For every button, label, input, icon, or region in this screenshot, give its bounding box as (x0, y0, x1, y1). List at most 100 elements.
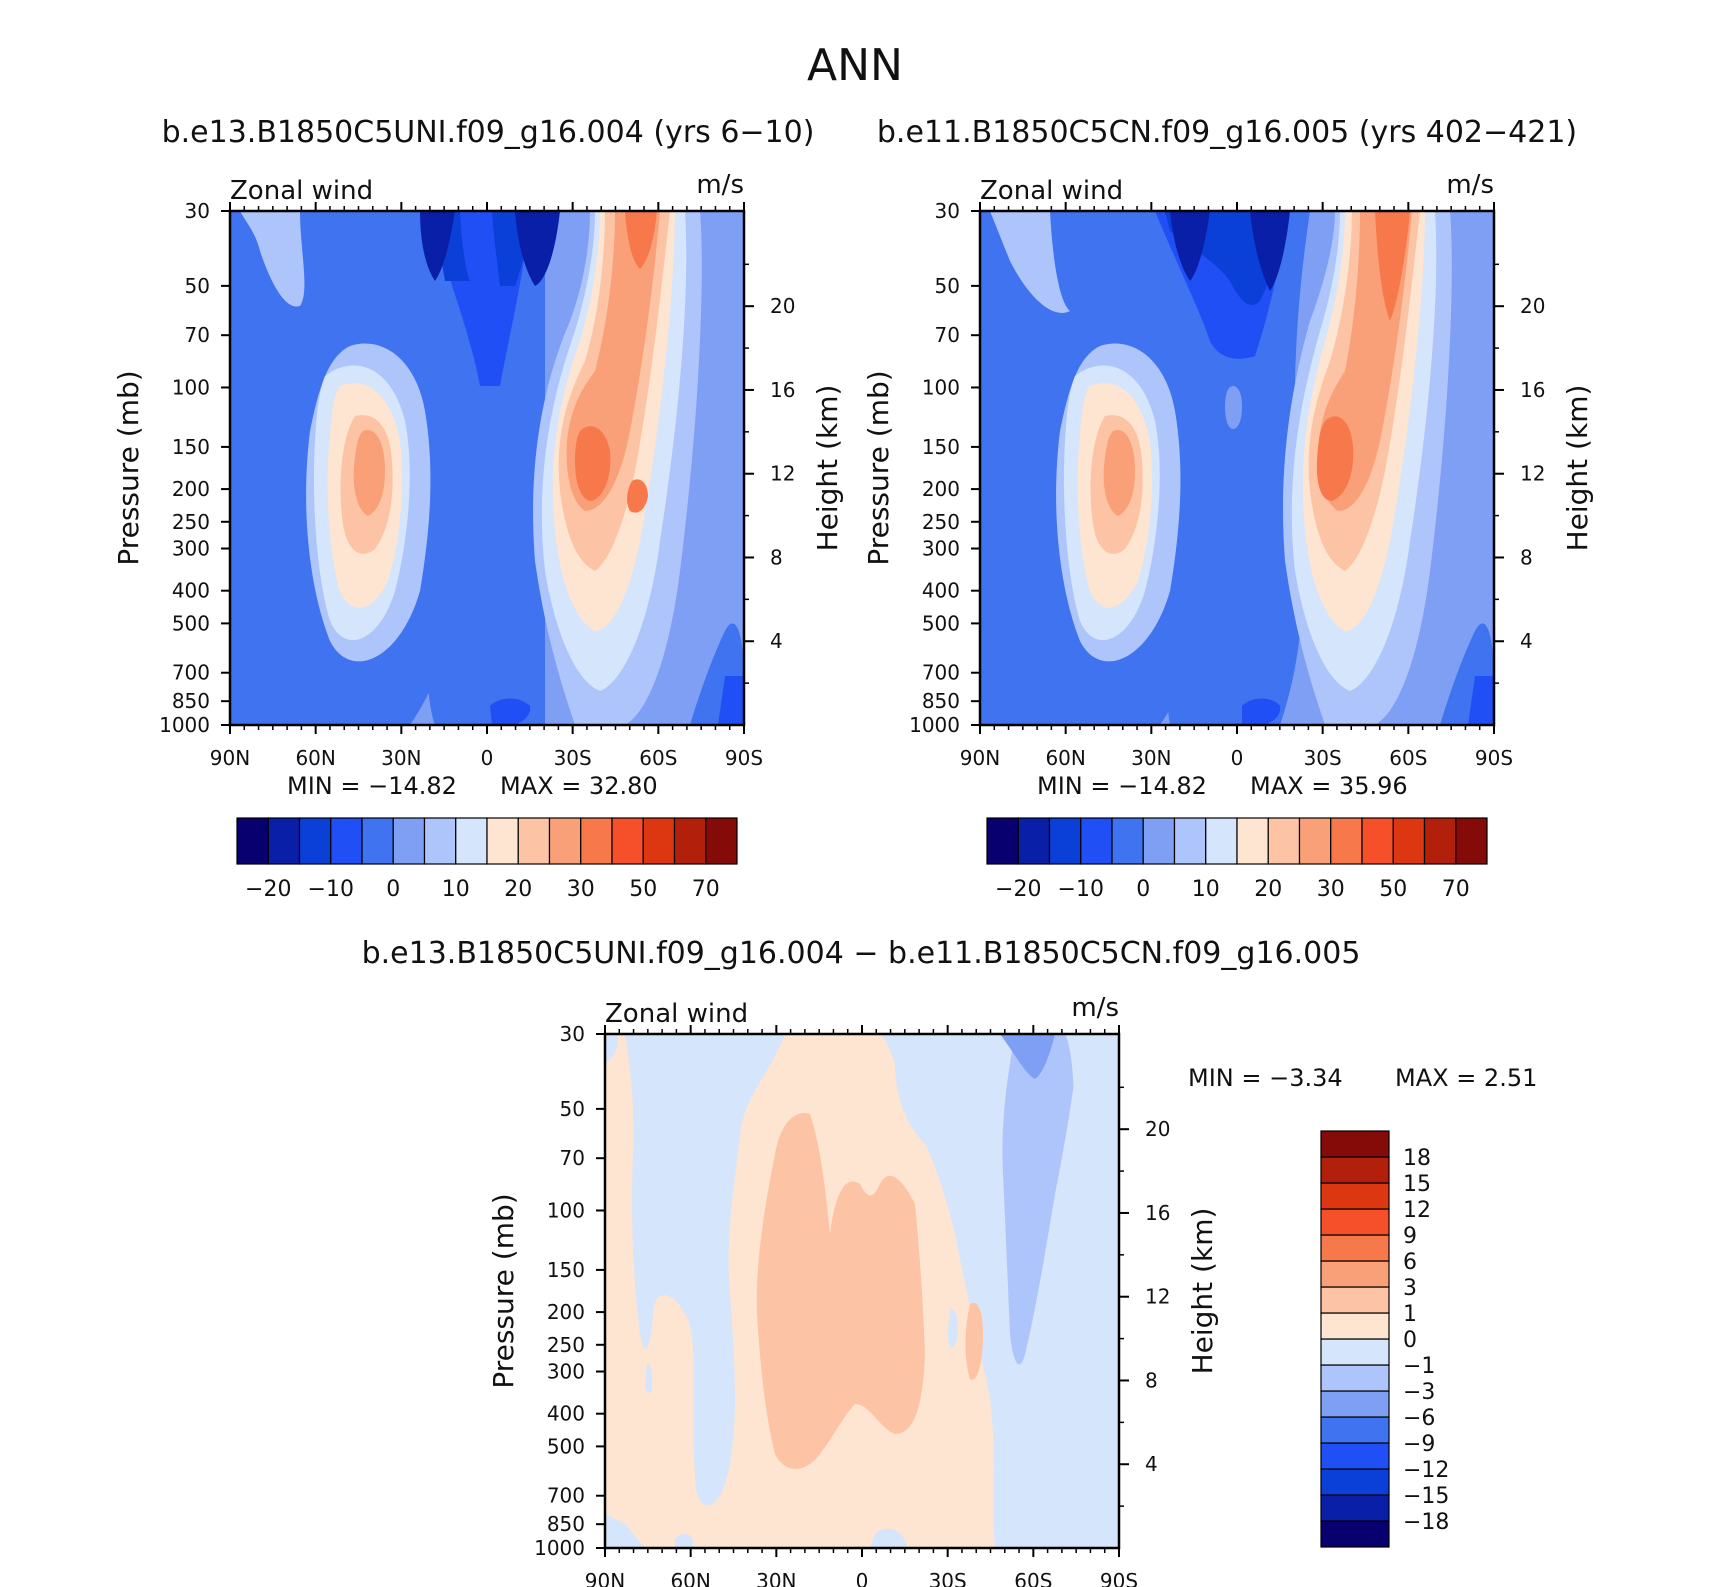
y-tick-label: 30 (560, 1022, 585, 1046)
colorbar-swatch (673, 817, 707, 865)
panel-b-variable-label: Zonal wind (980, 176, 1123, 206)
colorbar-swatch (1320, 1442, 1390, 1470)
colorbar-label: −12 (1403, 1458, 1449, 1483)
contour-shading (625, 1034, 785, 1506)
colorbar-swatch (705, 817, 738, 865)
y-tick-label: 850 (922, 689, 960, 713)
panel-c-axes: 90N 60N 30N 0 30S 60S 90S 30 50 70 100 150 200 250 300… (534, 1022, 1170, 1587)
colorbar-label: −6 (1403, 1406, 1435, 1431)
panel-b-units-label: m/s (1446, 170, 1494, 200)
panel-a-plot: Zonal wind m/s 90N 60N 30N 0 30S 60S 90S 30 50 70… (112, 170, 844, 902)
contour-shading (1002, 1034, 1080, 1365)
panel-c-ylabel: Pressure (mb) (487, 1193, 520, 1388)
x-tick-label: 90N (210, 746, 250, 770)
contour-shading (420, 211, 560, 286)
contour-shading (720, 211, 744, 725)
contour-shading (1225, 386, 1242, 429)
colorbar-label: 3 (1403, 1276, 1417, 1301)
y-tick-label: 500 (547, 1434, 585, 1458)
contour-shading (820, 1096, 847, 1147)
x-tick-label: 90S (1100, 1569, 1138, 1587)
y-tick-label: 100 (172, 375, 210, 399)
contour-shading (240, 211, 305, 307)
colorbar-swatch (517, 817, 551, 865)
x-tick-label: 90S (1475, 746, 1513, 770)
height-tick-label: 8 (1145, 1368, 1158, 1392)
height-tick-label: 16 (770, 378, 795, 402)
height-tick-label: 12 (770, 462, 795, 486)
contour-shading (490, 698, 531, 725)
contour-shading (1170, 211, 1290, 291)
panel-a-contours (230, 211, 744, 725)
x-tick-label: 60N (295, 746, 335, 770)
y-tick-label: 150 (547, 1258, 585, 1282)
y-tick-label: 50 (185, 274, 210, 298)
x-tick-label: 0 (856, 1569, 869, 1587)
colorbar-swatch (986, 817, 1019, 865)
panel-c-variable-label: Zonal wind (605, 999, 748, 1029)
colorbar-swatch (1320, 1260, 1390, 1288)
x-tick-label: 60N (670, 1569, 710, 1587)
y-tick-label: 500 (922, 611, 960, 635)
colorbar-swatch (1320, 1390, 1390, 1418)
y-tick-label: 850 (547, 1512, 585, 1536)
contour-shading (353, 430, 385, 516)
x-tick-label: 60N (1045, 746, 1085, 770)
y-tick-label: 1000 (909, 713, 960, 737)
panel-b-ylabel-right: Height (km) (1561, 385, 1594, 552)
y-tick-label: 300 (547, 1360, 585, 1384)
contour-shading (230, 711, 290, 725)
y-tick-label: 500 (172, 611, 210, 635)
height-tick-label: 16 (1145, 1201, 1170, 1225)
y-tick-label: 30 (185, 199, 210, 223)
height-tick-label: 8 (1520, 545, 1533, 569)
contour-shading (1316, 416, 1354, 501)
panel-b-min: MIN = −14.82 (1037, 772, 1207, 800)
colorbar-label: −15 (1403, 1484, 1449, 1509)
colorbar-swatch (1320, 1182, 1390, 1210)
colorbar-label: 6 (1403, 1250, 1417, 1275)
y-tick-label: 100 (922, 375, 960, 399)
contour-shading (1242, 698, 1281, 725)
x-tick-label: 30N (756, 1569, 796, 1587)
colorbar-label: 10 (442, 877, 470, 902)
panel-c-units-label: m/s (1071, 993, 1119, 1023)
colorbar-label: −18 (1403, 1510, 1449, 1535)
y-tick-label: 400 (922, 579, 960, 603)
panel-b-contours (980, 211, 1494, 725)
y-tick-label: 700 (922, 661, 960, 685)
colorbar-swatch (548, 817, 582, 865)
colorbar-swatch (455, 817, 488, 865)
contour-shading (990, 211, 1070, 313)
colorbar-label: 0 (386, 877, 400, 902)
panel-a-ylabel-right: Height (km) (811, 385, 844, 552)
colorbar-swatch (1236, 817, 1269, 865)
x-tick-label: 0 (481, 746, 494, 770)
colorbar-label: 20 (504, 877, 532, 902)
y-tick-label: 50 (935, 274, 960, 298)
height-tick-label: 4 (770, 629, 783, 653)
y-tick-label: 150 (172, 435, 210, 459)
colorbar-label: 18 (1403, 1146, 1431, 1171)
panel-a-units-label: m/s (696, 170, 744, 200)
colorbar-swatch (1111, 817, 1144, 865)
colorbar-swatch (1320, 1208, 1390, 1236)
contour-shading (1065, 1034, 1119, 1174)
y-tick-label: 300 (172, 537, 210, 561)
colorbar-label: 70 (1442, 877, 1470, 902)
colorbar-swatch (1320, 1130, 1390, 1158)
height-tick-label: 12 (1145, 1285, 1170, 1309)
y-tick-label: 850 (172, 689, 210, 713)
colorbar-label: −3 (1403, 1380, 1435, 1405)
contour-shading (575, 426, 648, 513)
x-tick-label: 90N (585, 1569, 625, 1587)
figure-title: ANN (807, 40, 903, 91)
panel-a-ylabel: Pressure (mb) (112, 370, 145, 565)
panel-b-max: MAX = 35.96 (1250, 772, 1408, 800)
colorbar-swatch (1320, 1520, 1390, 1548)
colorbar-swatch (486, 817, 519, 865)
colorbar-label: 20 (1254, 877, 1282, 902)
x-tick-label: 60S (639, 746, 677, 770)
